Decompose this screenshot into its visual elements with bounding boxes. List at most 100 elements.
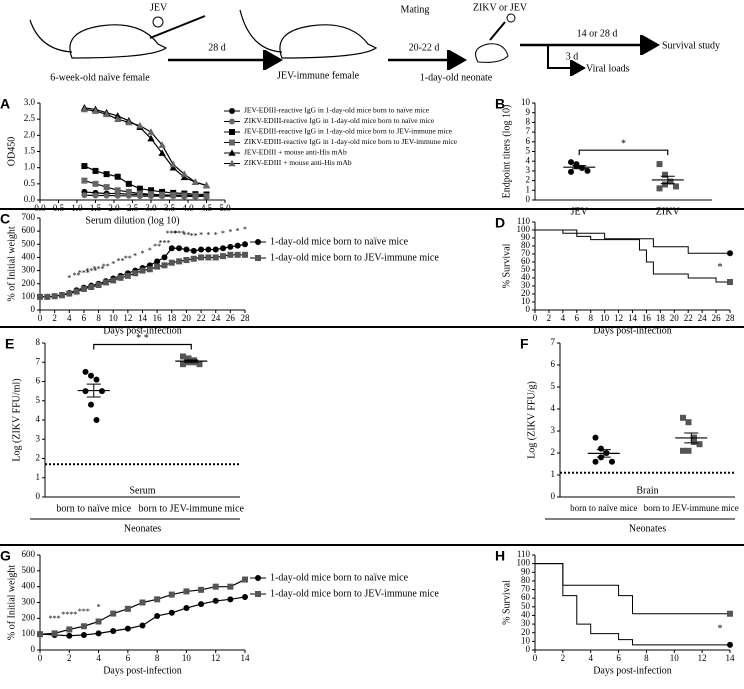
x-tick-label: 28 xyxy=(241,313,251,323)
x-tick-label: 1.0 xyxy=(71,203,83,213)
marker xyxy=(180,361,186,368)
marker xyxy=(154,596,161,603)
x-tick-label: 2.0 xyxy=(108,203,120,213)
marker xyxy=(205,254,212,261)
y-tick-label: 5 xyxy=(526,146,531,156)
group-label: Neonates xyxy=(124,523,161,534)
marker xyxy=(92,180,99,187)
significance: * xyxy=(97,602,101,611)
marker xyxy=(95,618,102,625)
x-axis-label: Days post-infection xyxy=(103,665,182,676)
marker xyxy=(176,258,183,265)
x-tick-label: 1.5 xyxy=(90,203,102,213)
marker xyxy=(234,242,241,249)
marker xyxy=(158,149,166,156)
label: JEV-immune female xyxy=(277,70,360,81)
marker xyxy=(37,631,43,638)
panel-label: C xyxy=(0,211,10,227)
survival-curve xyxy=(535,563,730,615)
x-tick-label: 16 xyxy=(153,313,163,323)
marker xyxy=(656,161,663,168)
y-tick-label: 7 xyxy=(36,356,41,366)
marker xyxy=(183,588,190,595)
marker xyxy=(170,192,177,199)
x-tick-label: 6 xyxy=(82,313,87,323)
significance: **** xyxy=(61,610,77,619)
y-tick-label: 5 xyxy=(551,381,556,391)
x-tick-label: 14 xyxy=(241,653,251,663)
y-tick-label: 2 xyxy=(526,175,531,185)
x-tick-label: 2 xyxy=(67,653,72,663)
marker xyxy=(110,277,117,284)
neonate-icon xyxy=(475,43,509,63)
x-tick-label: 10 xyxy=(670,653,680,663)
marker xyxy=(88,372,94,379)
virus-icon xyxy=(152,16,164,28)
x-tick-label: 20 xyxy=(182,313,192,323)
marker xyxy=(139,267,146,274)
significance: *** xyxy=(85,267,97,276)
marker xyxy=(66,290,73,297)
marker xyxy=(242,576,248,583)
marker xyxy=(117,274,124,281)
legend-label: 1-day-old mice born to JEV-immune mice xyxy=(270,252,439,263)
marker xyxy=(95,630,102,637)
y-tick-label: 0 xyxy=(551,491,556,501)
significance: ** xyxy=(190,232,198,241)
significance: * xyxy=(236,226,240,235)
significance: * xyxy=(718,624,723,635)
label: 20-22 d xyxy=(409,42,440,53)
x-tick-label: 4 xyxy=(588,653,593,663)
y-axis-label: OD450 xyxy=(6,137,17,166)
marker xyxy=(203,193,210,200)
significance: ** xyxy=(102,262,110,271)
x-tick-label: 8 xyxy=(155,653,160,663)
y-tick-label: 200 xyxy=(22,612,36,622)
x-tick-label: 12 xyxy=(211,653,220,663)
marker xyxy=(680,447,686,454)
y-tick-label: 300 xyxy=(22,265,36,275)
marker xyxy=(191,178,199,186)
panel-label: E xyxy=(5,336,14,352)
marker xyxy=(124,272,131,279)
marker xyxy=(154,258,161,265)
x-tick-label: 10 xyxy=(109,313,119,323)
significance: * xyxy=(206,230,210,239)
marker xyxy=(202,181,211,189)
x-tick-label: 0.0 xyxy=(34,203,46,213)
x-tick-label: 0 xyxy=(533,653,538,663)
y-tick-label: 20 xyxy=(521,627,531,637)
panel-label: F xyxy=(520,336,529,352)
marker xyxy=(228,149,236,156)
marker xyxy=(227,243,234,250)
y-tick-label: 110 xyxy=(517,549,531,559)
marker xyxy=(190,247,197,254)
label: 6-week-old naïve female xyxy=(50,72,150,83)
marker xyxy=(227,596,234,603)
y-tick-label: 20 xyxy=(521,288,531,298)
marker xyxy=(114,173,121,180)
marker xyxy=(205,246,212,253)
x-axis-label: Days post-infection xyxy=(103,325,182,336)
significance: * xyxy=(148,246,152,255)
marker xyxy=(185,355,192,362)
y-tick-label: 70 xyxy=(521,584,531,594)
y-tick-label: 2.5 xyxy=(24,113,36,123)
y-tick-label: 8 xyxy=(36,337,41,347)
marker xyxy=(161,254,168,261)
marker xyxy=(103,171,110,178)
y-tick-label: 500 xyxy=(22,238,36,248)
y-tick-label: 9 xyxy=(526,107,531,117)
y-tick-label: 3 xyxy=(551,425,556,435)
sample-label: Serum xyxy=(129,485,155,496)
mouse-icon xyxy=(29,19,168,59)
marker xyxy=(136,121,144,129)
series-line xyxy=(84,165,207,196)
x-tick-label: 14 xyxy=(628,313,638,323)
x-axis-label: Days post-infection xyxy=(593,665,672,676)
y-tick-label: 30 xyxy=(521,618,531,628)
significance: * xyxy=(214,230,218,239)
marker xyxy=(58,292,65,299)
group-label: Neonates xyxy=(629,523,666,534)
y-tick-label: 1 xyxy=(526,184,531,194)
